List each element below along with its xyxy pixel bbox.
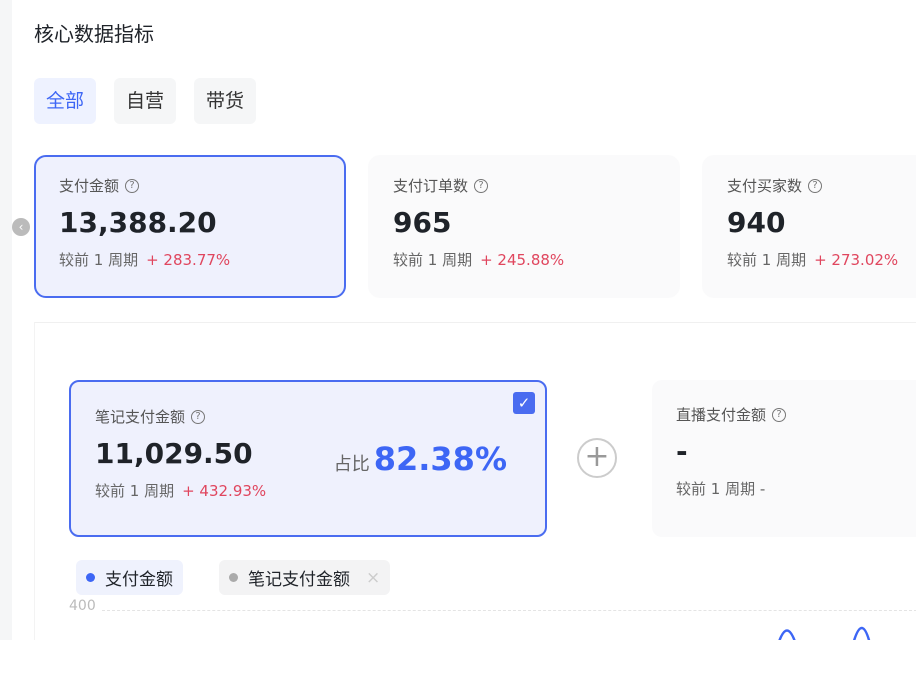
checkbox-checked-icon[interactable]: ✓ xyxy=(513,392,535,414)
breakdown-panel xyxy=(34,322,916,640)
compare-label: 较前 1 周期 xyxy=(393,251,473,269)
compare-label: 较前 1 周期 xyxy=(676,480,756,498)
sub-card-live-payment[interactable]: 直播支付金额? - 较前 1 周期 - xyxy=(652,380,916,537)
metric-label: 直播支付金额 xyxy=(676,406,767,424)
series-peak xyxy=(778,629,796,640)
help-icon[interactable]: ? xyxy=(125,178,140,193)
compare-label: 较前 1 周期 xyxy=(727,251,807,269)
metric-label: 支付买家数 xyxy=(727,177,803,195)
metric-label: 笔记支付金额 xyxy=(95,408,186,426)
compare-label: 较前 1 周期 xyxy=(59,251,139,269)
legend-dot xyxy=(86,573,95,582)
change-value: + 432.93% xyxy=(182,482,267,500)
metric-label: 支付订单数 xyxy=(393,177,469,195)
metric-value: - xyxy=(676,435,688,468)
channel-tabs: 全部 自营 带货 xyxy=(34,78,257,124)
gridline xyxy=(102,610,916,611)
tab-affiliate[interactable]: 带货 xyxy=(194,78,257,124)
series-peak xyxy=(852,626,871,640)
ratio-label: 占比 xyxy=(333,454,370,475)
metric-card-order-count[interactable]: 支付订单数? 965 较前 1 周期 + 245.88% xyxy=(368,155,680,298)
left-edge xyxy=(0,0,12,640)
add-metric-button[interactable]: + xyxy=(577,438,617,478)
chart-line xyxy=(778,626,871,640)
metric-value: 11,029.50 xyxy=(95,437,253,470)
metric-label: 支付金额 xyxy=(59,177,120,195)
metric-card-buyer-count[interactable]: 支付买家数? 940 较前 1 周期 + 273.02% xyxy=(702,155,916,298)
compare-label: 较前 1 周期 xyxy=(95,482,175,500)
help-icon[interactable]: ? xyxy=(772,407,787,422)
core-metrics-page: 核心数据指标 全部 自营 带货 ‹ 支付金额? 13,388.20 较前 1 周… xyxy=(12,0,916,640)
page-title: 核心数据指标 xyxy=(34,22,154,46)
metric-value: 13,388.20 xyxy=(59,206,217,239)
legend-dot xyxy=(229,573,238,582)
ratio-value: 82.38% xyxy=(373,440,507,478)
legend-note-payment[interactable]: 笔记支付金额 × xyxy=(219,560,391,595)
help-icon[interactable]: ? xyxy=(191,409,206,424)
help-icon[interactable]: ? xyxy=(808,178,823,193)
close-icon[interactable]: × xyxy=(366,567,381,588)
sub-card-note-payment[interactable]: ✓ 笔记支付金额? 11,029.50 较前 1 周期 + 432.93% 占比 8… xyxy=(69,380,547,537)
tab-all[interactable]: 全部 xyxy=(34,78,97,124)
change-value: + 273.02% xyxy=(814,251,899,269)
chevron-left-icon[interactable]: ‹ xyxy=(12,218,30,236)
tab-self-operated[interactable]: 自营 xyxy=(114,78,177,124)
metric-value: 940 xyxy=(727,206,786,239)
legend-payment-amount[interactable]: 支付金额 xyxy=(76,560,183,595)
legend-label: 笔记支付金额 xyxy=(248,570,350,590)
y-axis-tick: 400 xyxy=(69,598,96,614)
metric-value: 965 xyxy=(393,206,452,239)
metric-card-payment-amount[interactable]: 支付金额? 13,388.20 较前 1 周期 + 283.77% xyxy=(34,155,346,298)
legend-label: 支付金额 xyxy=(105,570,173,590)
change-value: - xyxy=(759,480,766,498)
change-value: + 283.77% xyxy=(146,251,231,269)
change-value: + 245.88% xyxy=(480,251,565,269)
help-icon[interactable]: ? xyxy=(474,178,489,193)
